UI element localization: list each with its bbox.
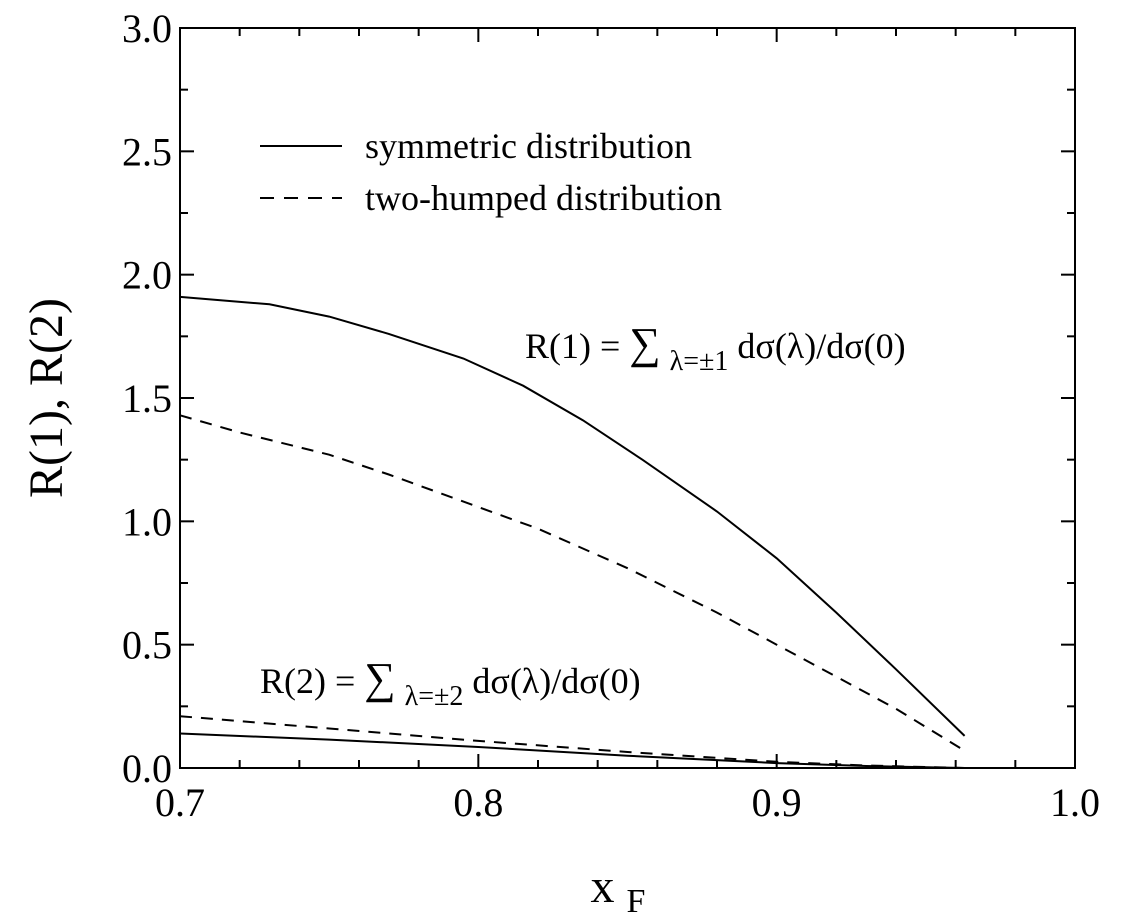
annotation-r2: R(2) = ∑ λ=±2 dσ(λ)/dσ(0) <box>260 654 641 713</box>
legend: symmetric distribution two-humped distri… <box>260 126 722 218</box>
x-axis-title-sub: F <box>627 883 646 918</box>
legend-label-two-humped: two-humped distribution <box>365 178 722 218</box>
annotation-r1-sum: ∑ <box>629 319 660 368</box>
annotation-r1: R(1) = ∑ λ=±1 dσ(λ)/dσ(0) <box>525 319 906 378</box>
annotation-r1-rhs: dσ(λ)/dσ(0) <box>737 326 905 366</box>
y-tick-label: 2.0 <box>122 253 172 298</box>
annotation-r1-sub: λ=±1 <box>670 346 729 377</box>
series-line-R2-two-humped <box>179 715 965 769</box>
x-tick-label: 0.8 <box>453 780 503 825</box>
annotation-r2-rhs: dσ(λ)/dσ(0) <box>472 661 640 701</box>
x-tick-label: 0.9 <box>752 780 802 825</box>
annotation-r2-sub: λ=±2 <box>405 681 464 712</box>
axis-ticks: 0.0 0.5 1.0 1.5 2.0 2.5 3.0 0.7 0.8 0.9 1.0 <box>122 6 1100 825</box>
y-tick-label: 1.5 <box>122 376 172 421</box>
y-tick-label: 2.5 <box>122 129 172 174</box>
y-axis-title: R(1), R(2) <box>20 298 73 498</box>
y-tick-label: 3.0 <box>122 6 172 51</box>
legend-label-symmetric: symmetric distribution <box>365 126 692 166</box>
x-tick-label: 0.7 <box>155 780 205 825</box>
annotation-r2-sum: ∑ <box>364 654 395 703</box>
series-layer <box>179 295 966 769</box>
y-tick-label: 0.0 <box>122 746 172 791</box>
x-axis-title-main: x <box>591 860 615 913</box>
series-line-R2-symmetric <box>179 732 965 769</box>
series-line-R1-symmetric <box>179 295 966 737</box>
y-tick-label: 1.0 <box>122 499 172 544</box>
y-tick-label: 0.5 <box>122 623 172 668</box>
series-line-R1-two-humped <box>179 414 966 752</box>
annotation-r1-lhs: R(1) = <box>525 326 629 366</box>
x-tick-label: 1.0 <box>1050 780 1100 825</box>
annotation-r2-lhs: R(2) = <box>260 661 364 701</box>
x-axis-title: x F <box>591 860 646 918</box>
